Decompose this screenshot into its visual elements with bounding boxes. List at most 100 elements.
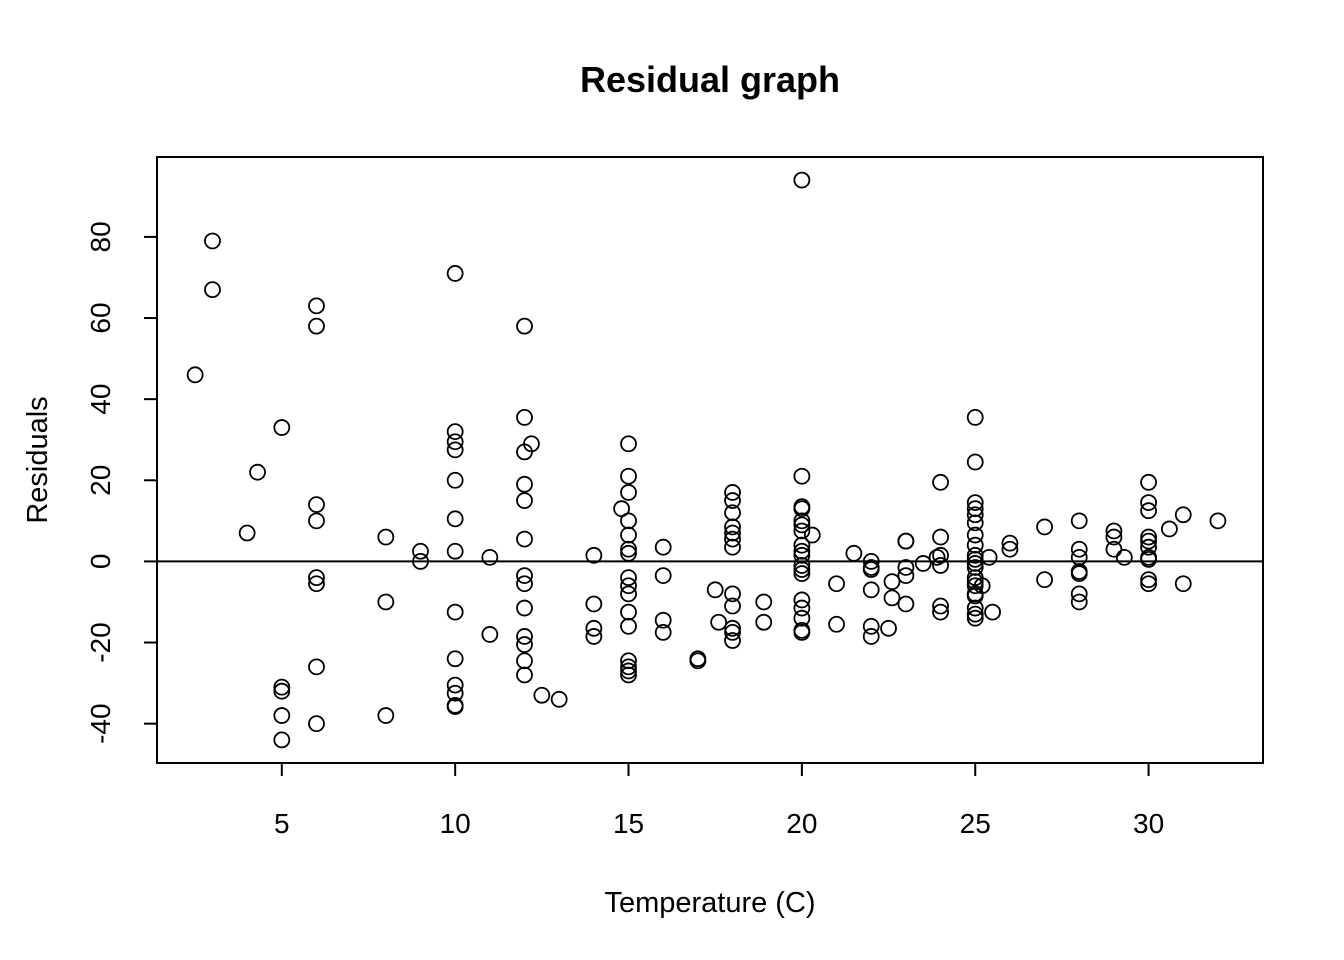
data-point <box>1140 532 1157 550</box>
data-point <box>654 623 672 641</box>
data-point <box>620 540 637 558</box>
data-point <box>273 731 291 749</box>
y-tick-label: 60 <box>85 302 116 333</box>
data-point <box>446 433 464 451</box>
data-point <box>308 575 325 593</box>
y-tick-label: 40 <box>85 384 116 415</box>
data-point <box>862 561 880 578</box>
data-point <box>654 538 672 556</box>
data-point <box>828 615 845 633</box>
y-tick-label: 80 <box>85 221 116 252</box>
data-point <box>793 623 811 641</box>
data-point <box>1174 506 1192 524</box>
data-point <box>620 617 637 635</box>
data-point <box>620 603 637 621</box>
data-point <box>516 575 533 593</box>
data-point <box>620 435 637 453</box>
data-point <box>533 686 551 704</box>
x-tick-label: 25 <box>960 808 991 839</box>
data-point <box>1070 593 1088 611</box>
x-tick-label: 10 <box>440 808 471 839</box>
data-point <box>897 567 915 585</box>
data-point <box>980 548 998 566</box>
data-point <box>1160 520 1178 538</box>
data-point <box>966 494 984 511</box>
data-point <box>516 652 533 670</box>
data-point <box>620 512 637 530</box>
data-point <box>620 585 637 603</box>
data-point <box>308 715 325 733</box>
data-point <box>1070 512 1088 530</box>
x-tick-label: 15 <box>613 808 644 839</box>
data-point <box>377 593 395 611</box>
data-point <box>880 619 897 637</box>
data-point <box>1209 512 1227 530</box>
data-point <box>620 544 637 562</box>
data-point <box>516 475 533 493</box>
data-point <box>238 524 256 542</box>
data-point <box>1140 502 1157 520</box>
data-point <box>1070 585 1088 603</box>
data-point <box>446 423 464 441</box>
data-point <box>516 628 533 645</box>
data-point <box>516 666 533 684</box>
data-point <box>984 603 1001 621</box>
data-point <box>1105 522 1123 540</box>
data-point <box>755 593 773 611</box>
data-point <box>862 628 880 645</box>
x-tick-label: 20 <box>786 808 817 839</box>
data-point <box>516 409 533 426</box>
data-point <box>550 690 568 708</box>
y-tick-label: -20 <box>85 622 116 662</box>
data-point <box>973 577 991 595</box>
data-point <box>308 658 325 676</box>
data-point <box>1140 538 1157 556</box>
data-point <box>273 682 291 700</box>
data-point <box>932 546 949 564</box>
data-point <box>585 546 603 564</box>
data-point <box>966 609 984 627</box>
data-point <box>706 581 724 599</box>
data-point <box>1140 550 1157 568</box>
data-point <box>724 538 741 556</box>
data-point <box>883 589 901 607</box>
data-point <box>654 611 672 629</box>
data-point <box>654 567 672 585</box>
data-point <box>897 532 915 550</box>
x-tick-label: 5 <box>274 808 290 839</box>
data-point <box>1036 571 1053 589</box>
data-point <box>446 441 464 459</box>
data-point <box>793 467 811 485</box>
data-point <box>481 626 499 643</box>
data-point <box>932 597 949 615</box>
data-point <box>273 707 291 724</box>
data-point <box>620 484 637 501</box>
data-point <box>689 652 707 670</box>
data-point <box>724 619 741 637</box>
data-point <box>966 605 984 623</box>
data-point <box>710 613 728 631</box>
data-point <box>1140 528 1157 546</box>
data-point <box>966 526 984 544</box>
data-point <box>966 599 984 617</box>
data-point <box>585 595 603 613</box>
data-point <box>1105 528 1123 546</box>
data-point <box>516 317 533 335</box>
data-point <box>932 473 949 491</box>
data-point <box>724 518 741 536</box>
data-point <box>204 281 221 299</box>
data-point <box>273 419 291 436</box>
data-point <box>516 599 533 617</box>
data-point <box>585 619 603 637</box>
data-point <box>308 512 325 530</box>
data-point <box>932 528 949 546</box>
data-point <box>793 561 811 578</box>
data-point <box>620 662 637 680</box>
data-point <box>308 317 325 335</box>
data-point <box>1174 575 1192 593</box>
data-point <box>883 573 901 591</box>
data-point <box>914 555 932 572</box>
data-point <box>1140 575 1157 593</box>
data-point <box>724 530 741 548</box>
